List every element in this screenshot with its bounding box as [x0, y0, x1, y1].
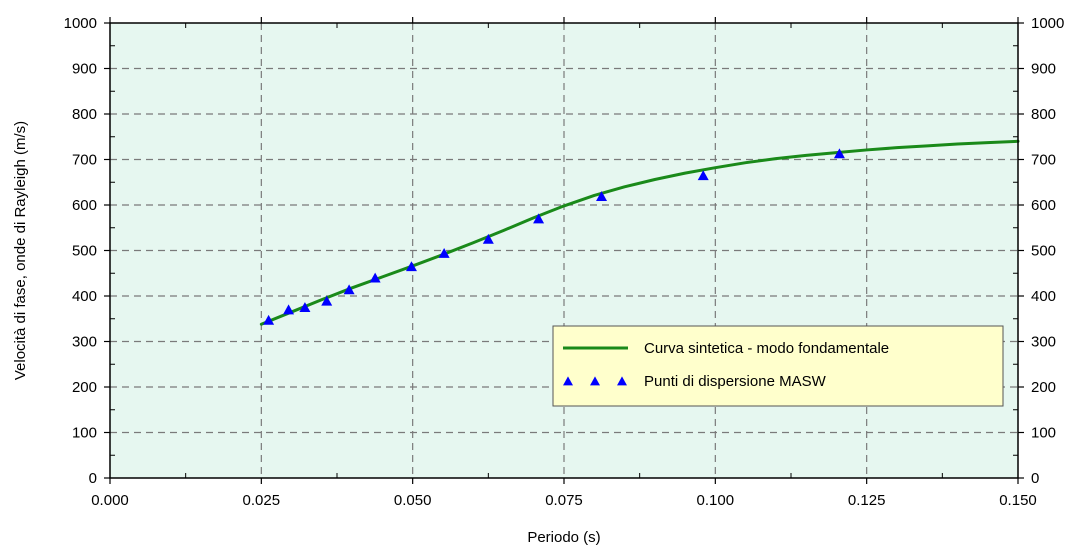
y-tick-label-left: 700 — [72, 152, 97, 169]
y-tick-label-left: 100 — [72, 425, 97, 442]
x-tick-label: 0.125 — [848, 492, 886, 509]
x-tick-label: 0.150 — [999, 492, 1037, 509]
x-tick-label: 0.075 — [545, 492, 583, 509]
legend-triangle-icon — [563, 376, 573, 386]
y-tick-label-right: 600 — [1031, 197, 1056, 214]
y-tick-labels-right: 0 100 200 300 400 500 600 700 800 900 1000 — [1031, 15, 1064, 487]
data-point-masw — [263, 314, 275, 325]
x-tick-label: 0.000 — [91, 492, 129, 509]
y-tick-label-left: 500 — [72, 243, 97, 260]
legend: Curva sintetica - modo fondamentale Punt… — [552, 325, 1004, 407]
y-tick-label-left: 400 — [72, 288, 97, 305]
data-point-masw — [283, 304, 295, 315]
y-axis-title: Velocità di fase, onde di Rayleigh (m/s) — [12, 121, 29, 380]
data-point-masw — [343, 284, 355, 295]
y-tick-label-left: 800 — [72, 106, 97, 123]
y-tick-label-right: 800 — [1031, 106, 1056, 123]
data-point-masw — [369, 272, 381, 283]
x-tick-label: 0.050 — [394, 492, 432, 509]
y-tick-label-right: 1000 — [1031, 15, 1064, 32]
major-ticks — [104, 17, 1024, 484]
y-tick-label-left: 300 — [72, 334, 97, 351]
legend-box — [552, 325, 1004, 407]
series-layer — [259, 139, 1020, 326]
x-tick-label: 0.100 — [697, 492, 735, 509]
legend-triangle-icon — [617, 376, 627, 386]
x-axis-title: Periodo (s) — [527, 529, 600, 546]
plot-frame — [109, 22, 1019, 479]
y-tick-label-left: 600 — [72, 197, 97, 214]
legend-marker-swatch — [563, 376, 627, 386]
data-point-masw — [321, 295, 333, 306]
data-point-masw — [833, 148, 845, 159]
y-tick-label-left: 900 — [72, 61, 97, 78]
legend-label-synthetic-curve: Curva sintetica - modo fondamentale — [644, 340, 889, 357]
legend-triangle-icon — [590, 376, 600, 386]
y-tick-label-left: 1000 — [64, 15, 97, 32]
data-point-masw — [438, 248, 450, 258]
y-tick-label-right: 900 — [1031, 61, 1056, 78]
y-tick-label-right: 300 — [1031, 334, 1056, 351]
x-tick-labels: 0.000 0.025 0.050 0.075 0.100 0.125 0.150 — [91, 492, 1037, 509]
data-point-masw — [299, 302, 311, 313]
data-point-masw — [596, 191, 608, 202]
y-tick-label-right: 200 — [1031, 379, 1056, 396]
y-tick-label-right: 100 — [1031, 425, 1056, 442]
y-tick-label-right: 0 — [1031, 470, 1039, 487]
y-tick-label-left: 0 — [89, 470, 97, 487]
y-tick-label-right: 700 — [1031, 152, 1056, 169]
data-point-masw — [482, 233, 494, 244]
y-tick-label-left: 200 — [72, 379, 97, 396]
data-point-masw — [533, 213, 545, 224]
y-tick-labels-left: 0 100 200 300 400 500 600 700 800 900 1000 — [64, 15, 97, 487]
data-point-masw — [697, 170, 709, 181]
data-point-masw — [405, 261, 417, 272]
y-tick-label-right: 500 — [1031, 243, 1056, 260]
series-line-synthetic-curve — [259, 139, 1020, 326]
minor-ticks — [110, 23, 1018, 478]
legend-label-masw-points: Punti di dispersione MASW — [644, 373, 827, 390]
x-tick-label: 0.025 — [243, 492, 281, 509]
y-tick-label-right: 400 — [1031, 288, 1056, 305]
